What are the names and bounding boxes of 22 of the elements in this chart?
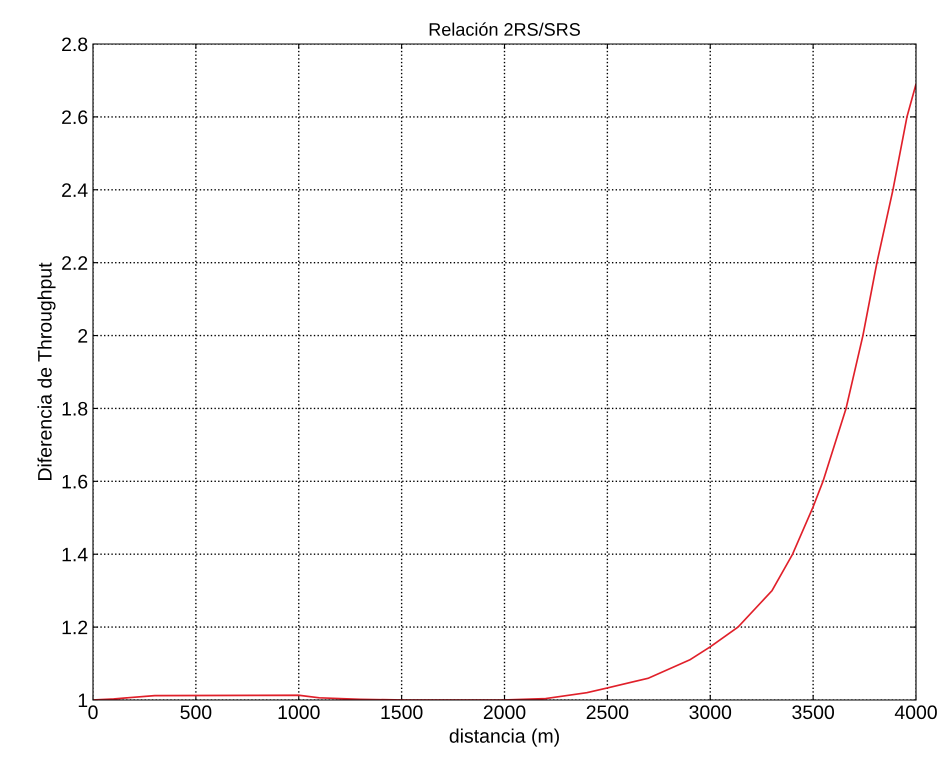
x-tick-label: 3000 xyxy=(689,705,732,720)
y-tick-label: 2.8 xyxy=(62,37,88,52)
x-tick-label: 4000 xyxy=(894,705,937,720)
chart-title: Relación 2RS/SRS xyxy=(430,22,580,36)
y-tick-label: 2.6 xyxy=(62,110,88,124)
x-axis-title: distancia (m) xyxy=(450,728,559,747)
x-tick-label: 0 xyxy=(88,705,98,720)
x-tick-label: 3500 xyxy=(792,705,834,720)
y-tick-label: 1.2 xyxy=(62,620,88,634)
y-tick-label: 2.2 xyxy=(62,256,88,270)
x-tick-label: 2000 xyxy=(484,705,526,720)
y-axis-title: Diferencia de Throughput xyxy=(37,262,56,480)
x-tick-label: 500 xyxy=(180,705,212,720)
y-tick-label: 1 xyxy=(78,694,88,708)
y-tick-label: 2.4 xyxy=(62,183,88,197)
y-tick-label: 1.4 xyxy=(62,548,88,562)
x-tick-label: 1500 xyxy=(381,705,422,720)
y-tick-label: 2 xyxy=(78,329,88,343)
y-tick-label: 1.6 xyxy=(62,474,88,489)
x-tick-label: 1000 xyxy=(278,705,320,720)
y-tick-label: 1.8 xyxy=(62,402,88,416)
x-tick-label: 2500 xyxy=(586,705,628,720)
